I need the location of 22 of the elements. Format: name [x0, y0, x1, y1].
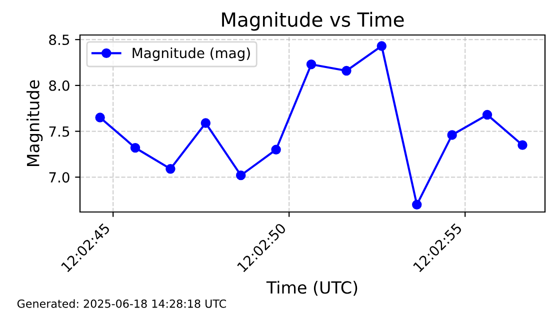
point — [200, 118, 211, 128]
point — [518, 140, 528, 150]
y-tick-label: 8.5 — [49, 34, 70, 46]
point — [412, 200, 422, 210]
point — [447, 130, 457, 140]
text: Generated: 2025-06-18 14:28:18 UTC — [17, 299, 226, 308]
point — [166, 164, 176, 174]
point — [306, 59, 316, 70]
legend-label: Magnitude (mag) — [132, 48, 250, 61]
chart-title: Magnitude vs Time — [222, 12, 404, 31]
y-tick-label: 8.0 — [49, 80, 70, 91]
point — [482, 110, 492, 120]
point — [271, 144, 281, 154]
x-axis-title: Time (UTC) — [266, 280, 358, 296]
point — [236, 170, 246, 180]
point — [342, 66, 352, 76]
point — [95, 112, 105, 122]
y-tick-label: 7.5 — [49, 126, 70, 137]
y-axis-title: Magnitude — [26, 80, 43, 166]
y-tick-label: 7.0 — [49, 172, 70, 183]
point — [376, 41, 387, 51]
point — [130, 142, 140, 153]
